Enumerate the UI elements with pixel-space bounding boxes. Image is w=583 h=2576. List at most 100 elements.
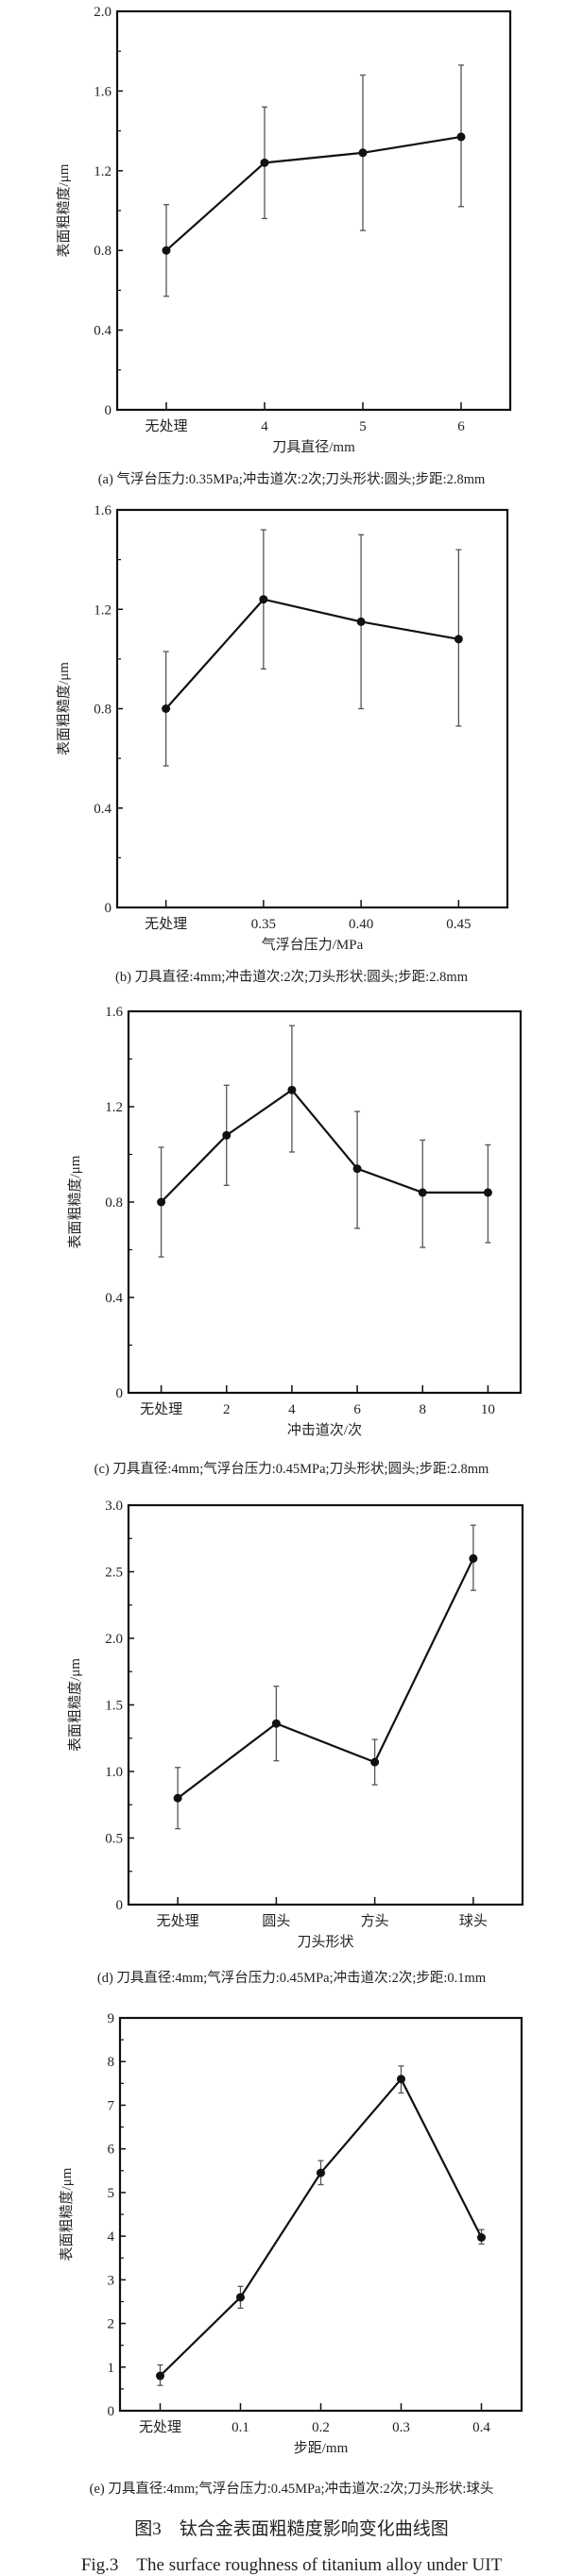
x-axis-label: 刀具直径/mm	[272, 439, 355, 455]
x-axis-label: 冲击道次/次	[287, 1422, 362, 1438]
x-tick-label: 0.40	[349, 917, 373, 932]
figure-title-cn: 图3 钛合金表面粗糙度影响变化曲线图	[134, 2519, 449, 2539]
y-tick-label: 4	[108, 2229, 115, 2245]
y-tick-label: 8	[108, 2055, 115, 2070]
y-tick-label: 0	[116, 1898, 124, 1913]
y-tick-label: 1.2	[105, 1100, 123, 1115]
data-point	[477, 2232, 486, 2242]
plot-frame	[127, 1009, 523, 1395]
y-tick-label: 1.5	[105, 1699, 123, 1714]
x-tick-label: 方头	[361, 1913, 389, 1929]
data-point	[352, 1164, 362, 1174]
x-tick-label: 5	[359, 419, 367, 434]
x-tick-label: 0.4	[472, 2420, 490, 2435]
data-point	[287, 1085, 297, 1094]
y-tick-label: 0.4	[94, 324, 111, 339]
x-tick-label: 10	[481, 1402, 495, 1417]
x-tick-label: 无处理	[157, 1913, 199, 1929]
y-tick-label: 1.2	[94, 602, 111, 618]
y-axis-label: 表面粗糙度/μm	[67, 1155, 83, 1248]
series-line	[159, 2076, 483, 2377]
data-point	[456, 132, 466, 142]
y-axis-label: 表面粗糙度/μm	[56, 163, 72, 257]
data-point	[483, 1188, 492, 1197]
y-axis-label: 表面粗糙度/μm	[67, 1658, 83, 1752]
x-tick-label: 0.35	[251, 917, 276, 932]
caption-b: (b) 刀具直径:4mm;冲击道次:2次;刀头形状:圆头;步距:2.8mm	[115, 970, 468, 985]
y-tick-label: 1.0	[105, 1765, 123, 1780]
data-point	[222, 1130, 231, 1140]
figure-title-en: Fig.3 The surface roughness of titanium …	[80, 2555, 503, 2575]
x-axis-label: 步距/mm	[294, 2440, 349, 2456]
chart-c: 0 0.4 0.8 1.2 1.6 无处理 2 4 6 8 10 冲击道次/次 表面粗糙度/μm	[67, 1005, 523, 1438]
data-point	[397, 2075, 405, 2084]
data-point	[260, 158, 269, 167]
y-tick-label: 2.5	[105, 1566, 123, 1581]
data-point	[157, 1197, 166, 1207]
caption-a: (a) 气浮台压力:0.35MPa;冲击道次:2次;刀头形状:圆头;步距:2.8…	[97, 472, 486, 487]
x-tick-label: 0.3	[392, 2420, 410, 2435]
y-tick-label: 1.6	[94, 84, 111, 99]
y-tick-label: 6	[108, 2143, 115, 2158]
x-tick-label: 0.2	[312, 2420, 330, 2435]
plot-frame	[115, 9, 512, 412]
y-tick-label: 5	[108, 2186, 115, 2201]
data-point	[173, 1793, 182, 1803]
x-tick-label: 圆头	[262, 1913, 290, 1929]
data-point	[358, 148, 368, 158]
y-tick-label: 2.0	[94, 5, 111, 20]
x-axis-label: 气浮台压力/MPa	[262, 937, 364, 953]
data-point	[156, 2371, 164, 2381]
y-tick-label: 0	[105, 901, 112, 916]
x-tick-label: 2	[223, 1402, 231, 1417]
chart-e: 0 1 2 3 4 5 6 7 8 9 无处理 0.1 0.2 0.3 0.4 步距/mm 表面粗糙度/μm	[59, 2011, 523, 2456]
series-line	[164, 598, 459, 710]
plot-frame	[118, 2016, 523, 2413]
caption-c: (c) 刀具直径:4mm;气浮台压力:0.45MPa;刀头形状;圆头;步距:2.…	[94, 1462, 489, 1477]
data-point	[454, 635, 463, 644]
data-point	[271, 1719, 281, 1728]
y-tick-label: 0.4	[105, 1291, 123, 1306]
y-tick-label: 0.8	[105, 1195, 123, 1211]
chart-a: 0 0.4 0.8 1.2 1.6 2.0 无处理 4 5 6 刀具直径/mm 表面粗糙度/μm	[56, 5, 512, 455]
x-tick-label: 8	[420, 1402, 427, 1417]
plot-frame	[127, 1503, 524, 1907]
x-tick-label: 0.45	[446, 917, 471, 932]
data-point	[469, 1553, 478, 1563]
y-tick-label: 0.4	[94, 802, 111, 817]
y-tick-label: 9	[108, 2011, 115, 2026]
x-tick-label: 球头	[459, 1913, 488, 1929]
series-line	[177, 1557, 474, 1800]
y-tick-label: 1	[108, 2361, 115, 2376]
data-point	[356, 617, 366, 626]
data-point	[162, 246, 171, 255]
x-tick-label: 无处理	[145, 418, 187, 434]
caption-d: (d) 刀具直径:4mm;气浮台压力:0.45MPa;冲击道次:2次;步距:0.…	[96, 1971, 487, 1986]
y-tick-label: 0	[116, 1386, 124, 1401]
y-tick-label: 0	[105, 403, 112, 418]
x-tick-label: 0.1	[231, 2420, 249, 2435]
y-tick-label: 1.6	[105, 1005, 123, 1020]
y-tick-label: 2.0	[105, 1632, 123, 1647]
x-tick-label: 无处理	[140, 1401, 182, 1417]
y-tick-label: 3	[108, 2273, 115, 2288]
plot-frame	[115, 508, 509, 909]
data-point	[236, 2293, 245, 2302]
y-tick-label: 0.8	[94, 244, 111, 259]
x-tick-label: 6	[353, 1402, 361, 1417]
data-point	[259, 595, 268, 604]
series-line	[160, 1088, 489, 1203]
x-axis-label: 刀头形状	[297, 1934, 353, 1950]
y-tick-label: 2	[108, 2317, 115, 2332]
y-axis-label: 表面粗糙度/μm	[56, 662, 72, 755]
y-tick-label: 3.0	[105, 1499, 123, 1514]
data-point	[162, 704, 171, 713]
chart-b: 0 0.4 0.8 1.2 1.6 无处理 0.35 0.40 0.45 气浮台压力/MPa 表面粗…	[56, 503, 509, 953]
y-tick-label: 0	[108, 2404, 115, 2419]
data-point	[370, 1757, 380, 1767]
y-tick-label: 7	[108, 2098, 115, 2113]
x-tick-label: 4	[288, 1402, 296, 1417]
y-tick-label: 1.6	[94, 503, 111, 518]
